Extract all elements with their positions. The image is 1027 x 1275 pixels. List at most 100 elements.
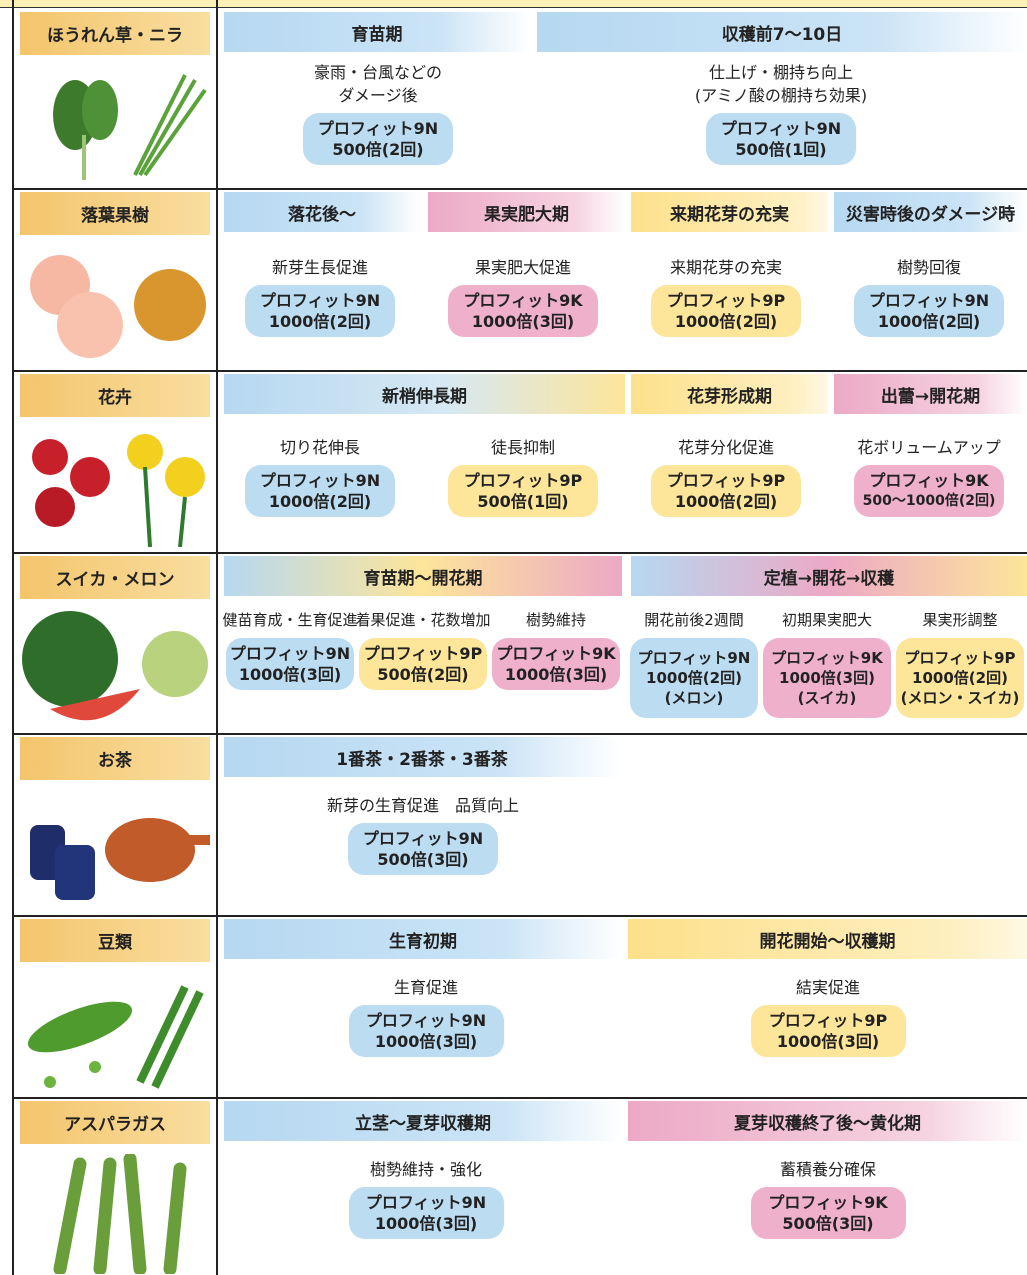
stage-bar: 生育初期	[224, 919, 622, 959]
product-pill: プロフィット9N 1000倍(2回)	[245, 285, 395, 337]
pill-rate: 1000倍(2回)	[268, 312, 372, 331]
row-name: ほうれん草・ニラ	[20, 12, 210, 55]
pill-product: プロフィット9N	[868, 291, 990, 310]
pill-note: (スイカ)	[797, 689, 857, 707]
pill-rate: 1000倍(2回)	[877, 312, 981, 331]
product-pill: プロフィット9P 1000倍(2回)	[651, 285, 801, 337]
description-line: 健苗育成・生育促進	[222, 611, 358, 629]
product-pill: プロフィット9N 1000倍(2回)	[854, 285, 1004, 337]
pill-rate: 1000倍(3回)	[374, 1214, 478, 1233]
pill-rate: 1000倍(3回)	[776, 1032, 880, 1051]
item-description: 新芽の生育促進 品質向上	[327, 794, 519, 817]
pill-note: (メロン)	[664, 689, 724, 707]
item-description: 初期果実肥大	[782, 609, 872, 632]
pill-rate: 1000倍(3回)	[238, 665, 342, 684]
description-line: 初期果実肥大	[781, 611, 873, 629]
illustration	[20, 1152, 210, 1275]
product-pill: プロフィット9K 1000倍(3回)	[492, 638, 620, 690]
description-line: 豪雨・台風などの	[313, 63, 443, 82]
product-pill: プロフィット9P 500倍(1回)	[448, 465, 598, 517]
item-description: 樹勢維持・強化	[370, 1158, 482, 1181]
pill-rate: 500倍(1回)	[735, 140, 827, 159]
item-description: 来期花芽の充実	[670, 256, 782, 279]
stage-bar: 立茎〜夏芽収穫期	[224, 1101, 622, 1141]
description-line: 果実形調整	[922, 611, 998, 629]
row-divider	[12, 188, 1027, 190]
column-divider	[216, 0, 218, 1275]
item-description: 切り花伸長	[280, 436, 360, 459]
pill-product: プロフィット9K	[771, 649, 883, 667]
product-pill: プロフィット9K 1000倍(3回) (スイカ)	[763, 638, 891, 718]
pill-rate: 1000倍(2回)	[674, 492, 778, 511]
illustration	[20, 972, 210, 1092]
illustration	[20, 790, 215, 910]
item-description: 結実促進	[796, 976, 860, 999]
stage-bar: 新梢伸長期	[224, 374, 625, 414]
pill-rate: 500倍(2回)	[377, 665, 469, 684]
pill-product: プロフィット9N	[365, 1193, 487, 1212]
product-pill: プロフィット9P 1000倍(2回)	[651, 465, 801, 517]
row-name: スイカ・メロン	[20, 556, 210, 599]
pill-product: プロフィット9P	[666, 291, 786, 310]
pill-product: プロフィット9P	[463, 471, 583, 490]
row-divider	[12, 1097, 1027, 1099]
description-line: (アミノ酸の棚持ち効果)	[694, 86, 868, 105]
item-description: 徒長抑制	[491, 436, 555, 459]
row-name: アスパラガス	[20, 1101, 210, 1144]
product-pill: プロフィット9N 1000倍(3回)	[348, 1187, 504, 1239]
pill-product: プロフィット9P	[666, 471, 786, 490]
item-description: 樹勢回復	[897, 256, 961, 279]
pill-product: プロフィット9N	[720, 119, 842, 138]
description-line: 切り花伸長	[279, 438, 361, 457]
description-line: 花芽分化促進	[677, 438, 775, 457]
illustration-svg	[53, 74, 207, 180]
product-pill: プロフィット9N 500倍(3回)	[348, 823, 498, 875]
item-description: 果実肥大促進	[475, 256, 571, 279]
pill-rate: 1000倍(2回)	[646, 669, 742, 687]
row-divider	[12, 915, 1027, 917]
item-description: 蓄積養分確保	[780, 1158, 876, 1181]
pill-rate: 1000倍(2回)	[674, 312, 778, 331]
description-line: 徒長抑制	[490, 438, 556, 457]
description-line: 仕上げ・棚持ち向上	[708, 63, 854, 82]
row-name: お茶	[20, 737, 210, 780]
product-pill: プロフィット9P 500倍(2回)	[359, 638, 487, 690]
row-name: 豆類	[20, 919, 210, 962]
pill-product: プロフィット9N	[365, 1011, 487, 1030]
pill-rate: 1000倍(3回)	[779, 669, 875, 687]
pill-product: プロフィット9N	[259, 471, 381, 490]
pill-rate: 1000倍(3回)	[504, 665, 608, 684]
product-pill: プロフィット9N 1000倍(3回)	[348, 1005, 504, 1057]
pill-rate: 500倍(3回)	[377, 850, 469, 869]
description-line: 花ボリュームアップ	[857, 438, 1001, 457]
row-divider	[12, 370, 1027, 372]
item-description: 仕上げ・棚持ち向上 (アミノ酸の棚持ち効果)	[695, 61, 867, 107]
product-pill: プロフィット9P 1000倍(2回) (メロン・スイカ)	[896, 638, 1024, 718]
item-description: 花ボリュームアップ	[857, 436, 1001, 459]
item-description: 花芽分化促進	[678, 436, 774, 459]
illustration-svg	[53, 1152, 187, 1275]
description-line: 樹勢回復	[896, 258, 962, 277]
pill-product: プロフィット9N	[259, 291, 381, 310]
stage-bar: 開花開始〜収穫期	[628, 919, 1027, 959]
product-pill: プロフィット9N 1000倍(3回)	[226, 638, 354, 690]
description-line: 新芽の生育促進 品質向上	[326, 796, 520, 815]
description-line: 樹勢維持・強化	[369, 1160, 483, 1179]
item-description: 新芽生長促進	[272, 256, 368, 279]
description-line: 新芽生長促進	[271, 258, 369, 277]
stage-bar: 災害時後のダメージ時	[834, 192, 1027, 232]
row-name: 花卉	[20, 374, 210, 417]
stage-bar: 収穫前7〜10日	[537, 12, 1027, 52]
pill-rate: 500倍(1回)	[477, 492, 569, 511]
description-line: 蓄積養分確保	[779, 1160, 877, 1179]
stage-bar: 定植→開花→収穫	[631, 556, 1027, 596]
product-pill: プロフィット9K 500〜1000倍(2回)	[854, 465, 1004, 517]
product-pill: プロフィット9K 500倍(3回)	[750, 1187, 906, 1239]
illustration	[20, 609, 210, 729]
description-line: ダメージ後	[338, 86, 418, 105]
stage-bar: 1番茶・2番茶・3番茶	[224, 737, 620, 777]
pill-product: プロフィット9P	[768, 1011, 888, 1030]
pill-rate: 1000倍(3回)	[471, 312, 575, 331]
pill-product: プロフィット9N	[637, 649, 751, 667]
stage-bar: 落花後〜	[224, 192, 420, 232]
